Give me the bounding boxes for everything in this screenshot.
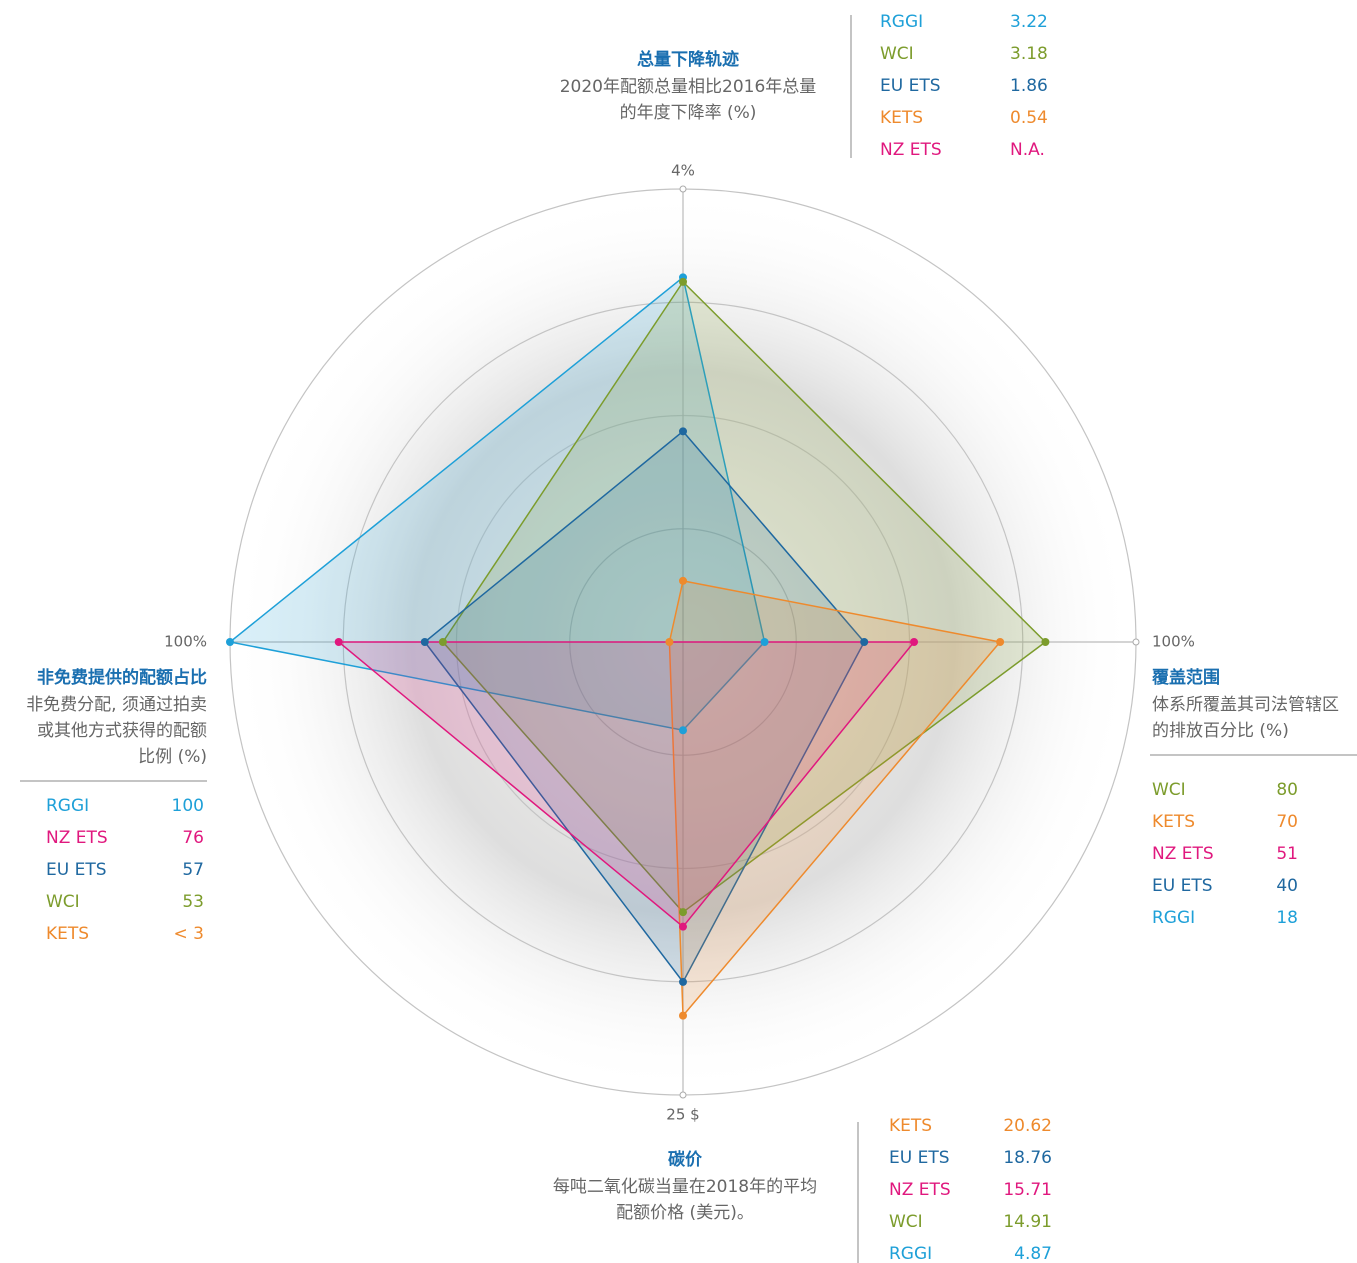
row-name: KETS [880, 108, 923, 128]
axis-title: 碳价 [668, 1149, 703, 1170]
data-point [679, 908, 687, 917]
row-name: NZ ETS [1152, 844, 1214, 864]
axis-subtitle: 体系所覆盖其司法管辖区 [1152, 695, 1339, 715]
row-name: WCI [889, 1212, 923, 1232]
axis-title: 非免费提供的配额占比 [37, 667, 207, 688]
axis-end [1132, 638, 1140, 646]
row-name: NZ ETS [880, 140, 942, 160]
row-value: 3.22 [1010, 12, 1048, 32]
axis-max-label: 100% [164, 633, 207, 651]
row-name: RGGI [889, 1244, 932, 1263]
row-value: 51 [1276, 844, 1298, 864]
data-point [996, 638, 1005, 646]
axis-title: 覆盖范围 [1152, 667, 1220, 688]
row-value: 14.91 [1003, 1212, 1052, 1232]
data-point [679, 1011, 687, 1020]
row-name: WCI [46, 892, 80, 912]
data-point [679, 922, 687, 931]
axis-max-label: 4% [671, 162, 695, 180]
data-point [438, 638, 447, 646]
row-name: RGGI [46, 796, 89, 816]
data-point [226, 638, 234, 646]
row-value: 70 [1276, 812, 1298, 832]
row-name: WCI [880, 44, 914, 64]
row-value: 80 [1276, 780, 1298, 800]
row-name: NZ ETS [46, 828, 108, 848]
row-value: 40 [1276, 876, 1298, 896]
row-value: 15.71 [1003, 1180, 1052, 1200]
axis-subtitle: 或其他方式获得的配额 [37, 721, 207, 741]
row-value: 76 [182, 828, 204, 848]
row-value: 100 [172, 796, 204, 816]
row-name: EU ETS [880, 76, 941, 96]
data-point [334, 638, 343, 646]
data-point [665, 638, 674, 646]
row-name: EU ETS [1152, 876, 1213, 896]
row-value: 3.18 [1010, 44, 1048, 64]
row-value: 57 [182, 860, 204, 880]
axis-title: 总量下降轨迹 [637, 49, 739, 70]
data-point [1041, 638, 1050, 646]
axis-end [679, 1091, 687, 1099]
row-name: KETS [889, 1116, 932, 1136]
row-name: EU ETS [889, 1148, 950, 1168]
row-value: 1.86 [1010, 76, 1048, 96]
row-name: KETS [1152, 812, 1195, 832]
series-area [336, 641, 916, 928]
data-point [679, 576, 687, 585]
axis-subtitle: 的排放百分比 (%) [1152, 721, 1289, 741]
axis-max-label: 25 $ [666, 1106, 699, 1124]
row-value: 20.62 [1003, 1116, 1052, 1136]
data-point [679, 726, 687, 735]
data-point [420, 638, 429, 646]
axis-subtitle: 配额价格 (美元)。 [616, 1203, 754, 1223]
row-name: RGGI [880, 12, 923, 32]
data-point [679, 427, 687, 436]
row-name: KETS [46, 924, 89, 944]
row-value: 0.54 [1010, 108, 1048, 128]
axis-end [679, 185, 687, 193]
row-value: 18 [1276, 908, 1298, 928]
row-value: 18.76 [1003, 1148, 1052, 1168]
row-value: 53 [182, 892, 204, 912]
data-point [910, 638, 919, 646]
row-value: < 3 [174, 924, 204, 944]
axis-subtitle: 非免费分配, 须通过拍卖 [26, 695, 207, 715]
axis-subtitle: 比例 (%) [138, 747, 207, 767]
row-name: NZ ETS [889, 1180, 951, 1200]
row-name: WCI [1152, 780, 1186, 800]
row-name: EU ETS [46, 860, 107, 880]
data-point [860, 638, 869, 646]
row-value: N.A. [1010, 140, 1045, 160]
axis-subtitle: 每吨二氧化碳当量在2018年的平均 [553, 1177, 817, 1197]
data-point [679, 977, 687, 986]
axis-subtitle: 的年度下降率 (%) [620, 103, 757, 123]
row-name: RGGI [1152, 908, 1195, 928]
axis-subtitle: 2020年配额总量相比2016年总量 [560, 77, 817, 97]
data-point [760, 638, 769, 646]
data-point [679, 277, 687, 286]
axis-max-label: 100% [1152, 633, 1195, 651]
row-value: 4.87 [1014, 1244, 1052, 1263]
